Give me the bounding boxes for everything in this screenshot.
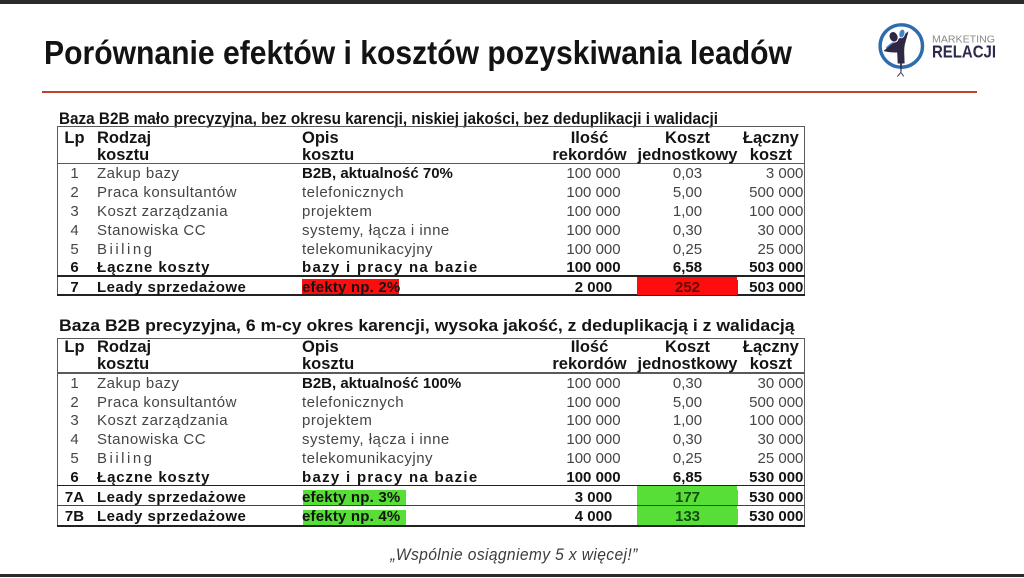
svg-text:MARKETING: MARKETING	[932, 34, 995, 45]
svg-text:RELACJI: RELACJI	[932, 41, 996, 61]
